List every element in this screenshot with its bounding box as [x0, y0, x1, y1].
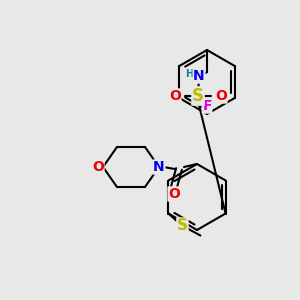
Text: O: O: [92, 160, 104, 174]
Text: O: O: [168, 187, 180, 201]
Text: O: O: [169, 89, 181, 103]
Text: H: H: [185, 69, 193, 79]
Text: S: S: [192, 87, 204, 105]
Text: F: F: [202, 99, 212, 113]
Text: S: S: [177, 218, 188, 233]
Text: N: N: [153, 160, 165, 174]
Text: O: O: [215, 89, 227, 103]
Text: N: N: [193, 69, 205, 83]
